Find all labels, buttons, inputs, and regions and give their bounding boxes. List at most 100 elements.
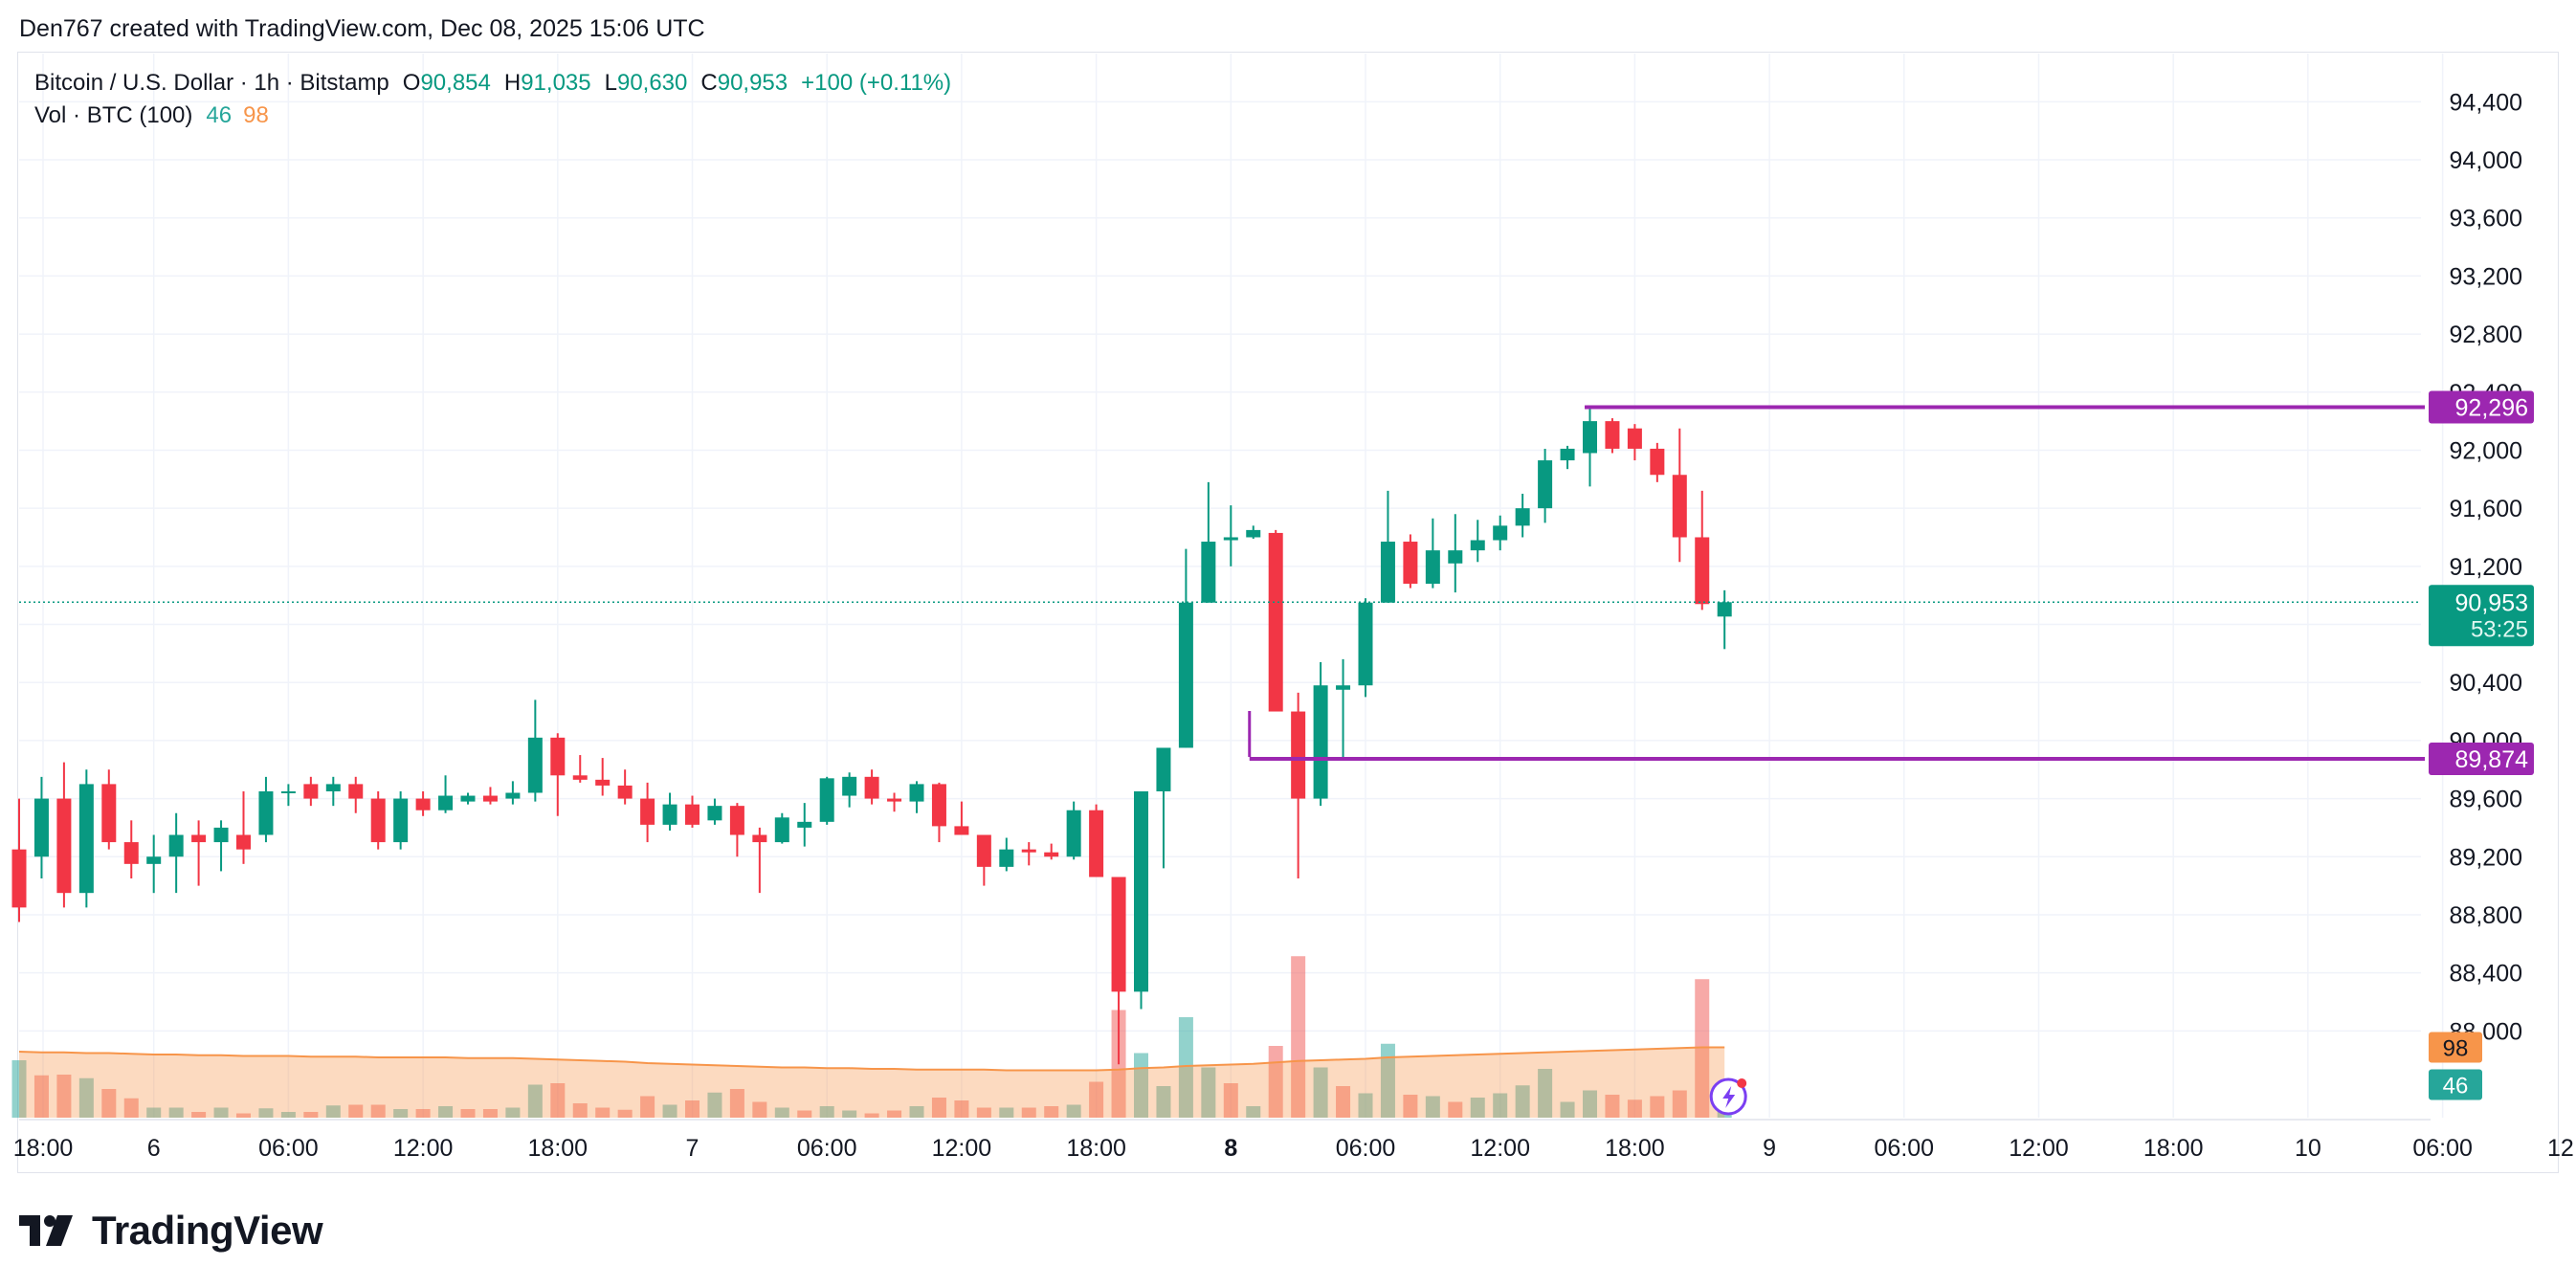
candle — [236, 790, 251, 864]
candle — [1223, 505, 1238, 566]
volume-bar — [1336, 1086, 1351, 1118]
candle-body — [1223, 537, 1238, 541]
volume-title[interactable]: Vol · BTC (100) — [34, 102, 193, 128]
volume-bar — [393, 1109, 409, 1118]
candle — [954, 801, 969, 835]
candle-body — [1403, 542, 1418, 585]
candle-body — [78, 784, 94, 894]
candle — [774, 812, 789, 844]
candle — [999, 837, 1014, 872]
time-axis-label: 12:00 — [932, 1135, 992, 1162]
volume-bar — [1425, 1096, 1440, 1118]
candle — [797, 803, 812, 847]
candle-body — [842, 776, 857, 796]
candle — [1291, 692, 1306, 879]
candle — [1425, 518, 1440, 588]
candle-body — [640, 798, 655, 825]
candle — [505, 781, 521, 805]
candle-body — [1672, 475, 1687, 538]
volume-bar — [348, 1104, 364, 1118]
last-price-box — [2429, 585, 2534, 647]
candle — [11, 798, 27, 922]
time-axis-label: 8 — [1224, 1135, 1237, 1162]
volume-bar — [1156, 1086, 1171, 1118]
volume-bar — [168, 1107, 184, 1118]
volume-bar — [213, 1107, 229, 1118]
live-update-icon — [1709, 1077, 1747, 1116]
countdown-text: 53:25 — [2471, 616, 2528, 642]
candle-body — [56, 798, 72, 894]
candle — [438, 775, 454, 813]
volume-bar — [707, 1092, 722, 1118]
volume-bar — [1605, 1095, 1620, 1118]
tradingview-logo[interactable]: TradingView — [19, 1208, 323, 1254]
level-price-label: 89,874 — [2429, 743, 2534, 776]
candle-body — [1380, 542, 1395, 603]
candle-body — [662, 804, 677, 825]
volume-bar — [1448, 1101, 1463, 1118]
time-axis-label: 7 — [686, 1135, 700, 1162]
candle-body — [123, 842, 139, 864]
candle-body — [527, 737, 543, 793]
time-axis-label: 12:00 — [393, 1135, 454, 1162]
logo-text: TradingView — [92, 1208, 323, 1253]
time-axis-label: 18:00 — [2143, 1135, 2204, 1162]
volume-legend-row: Vol · BTC (100) 46 98 — [34, 100, 951, 132]
candle — [415, 790, 431, 816]
candle-body — [729, 806, 744, 835]
level-label-box — [2429, 390, 2534, 424]
candle — [842, 772, 857, 808]
candle — [146, 834, 162, 894]
candle — [1089, 804, 1104, 877]
symbol-title[interactable]: Bitcoin / U.S. Dollar · 1h · Bitstamp — [34, 70, 389, 96]
candle — [1583, 407, 1597, 487]
open-value: 90,854 — [420, 70, 491, 96]
low-label: L — [604, 70, 617, 96]
candle-body — [33, 798, 49, 857]
candle — [819, 776, 834, 825]
candle-body — [1627, 428, 1642, 449]
volume-bar — [1538, 1069, 1553, 1118]
volume-ma-axis-label: 98 — [2429, 1032, 2482, 1063]
candle — [707, 798, 722, 825]
candle-body — [572, 775, 588, 780]
candle — [1336, 658, 1351, 760]
volume-bar — [1380, 1043, 1395, 1118]
volume-bar — [1695, 979, 1710, 1118]
candle — [909, 781, 924, 813]
grid-lines — [19, 54, 2444, 1118]
candle — [1313, 661, 1328, 807]
time-axis-label: 06:00 — [1336, 1135, 1396, 1162]
candle-body — [1089, 810, 1104, 877]
candle-body — [999, 849, 1014, 867]
candle — [1515, 493, 1530, 538]
candle-body — [415, 798, 431, 811]
candle — [280, 784, 296, 807]
candle-body — [236, 834, 251, 850]
candle-body — [1717, 602, 1732, 617]
candle — [1246, 525, 1261, 540]
volume-bar — [999, 1107, 1014, 1118]
candle-body — [213, 827, 229, 843]
candle-body — [438, 795, 454, 811]
candle-body — [1583, 421, 1597, 454]
volume-bar — [191, 1112, 207, 1118]
last-price-text: 90,953 — [2455, 589, 2528, 616]
volume-ma-value: 98 — [243, 102, 269, 128]
volume-bar — [550, 1083, 566, 1118]
candle — [101, 769, 117, 850]
candle-body — [1448, 550, 1463, 564]
candle — [1380, 490, 1395, 603]
candle — [191, 820, 207, 886]
candle-body — [1021, 849, 1036, 853]
volume-bar — [123, 1098, 139, 1118]
candle-body — [460, 795, 476, 802]
candle-body — [1425, 550, 1440, 585]
volume-bar — [729, 1089, 744, 1118]
candle — [640, 782, 655, 843]
time-axis-label: 12:00 — [2009, 1135, 2069, 1162]
volume-bar — [1223, 1083, 1238, 1118]
price-axis-label: 88,400 — [2450, 961, 2522, 988]
